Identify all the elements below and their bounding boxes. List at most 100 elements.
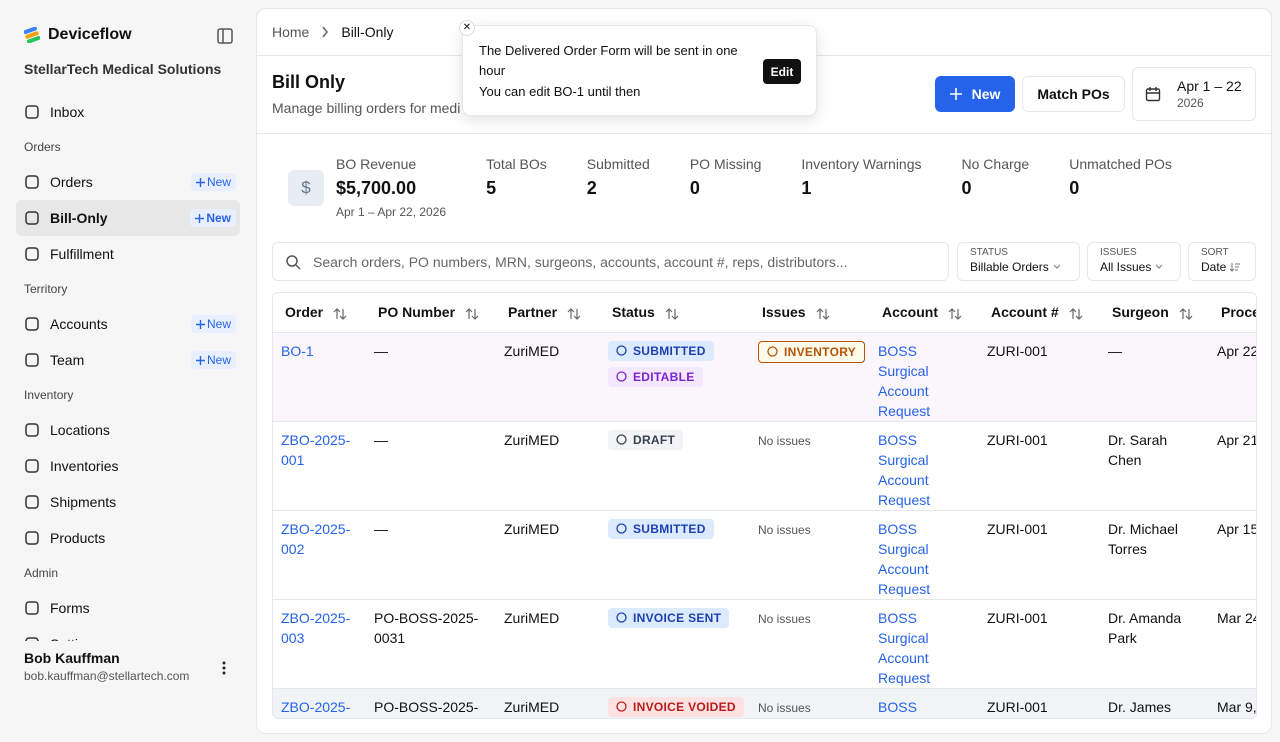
stat-value: 1	[801, 178, 812, 198]
nav-label: Locations	[50, 422, 110, 438]
cell: BO-1	[273, 332, 366, 422]
order-link[interactable]: ZBO-2025-002	[281, 520, 351, 557]
issues-cell: INVENTORY	[750, 332, 870, 422]
account-link[interactable]: BOSS Surgical Account Request	[878, 698, 917, 715]
user-email: bob.kauffman@stellartech.com	[24, 669, 190, 683]
nav-label: Settings	[50, 636, 101, 641]
stat: No Charge 0	[962, 156, 1030, 219]
new-badge[interactable]: New	[190, 351, 236, 369]
badge-label: EDITABLE	[633, 369, 695, 384]
main-panel: Home Bill-Only Bill Only Manage billing o…	[256, 8, 1272, 734]
account-link[interactable]: BOSS Surgical Account Request	[878, 520, 931, 597]
nav-item[interactable]: Inventories	[16, 448, 240, 484]
account-cell: BOSS Surgical Account Request	[870, 421, 979, 511]
surgeon: Dr. Sarah Chen	[1100, 421, 1209, 511]
column-header[interactable]: PO Number	[366, 293, 496, 333]
status-cell: INVOICE SENT	[600, 599, 750, 689]
new-badge[interactable]: New	[190, 315, 236, 333]
page-title: Bill Only	[272, 72, 346, 92]
stat-value: 0	[961, 178, 972, 198]
account-link[interactable]: BOSS Surgical Account Request	[878, 431, 931, 508]
table-row[interactable]: ZBO-2025-002 — ZuriMED SUBMITTED No issues BO…	[273, 510, 1256, 600]
nav-item[interactable]: Bill-Only New	[16, 200, 240, 236]
crumb: Bill-Only	[341, 24, 394, 40]
column-label: Proce	[1221, 304, 1257, 321]
column-header[interactable]: Account #	[979, 293, 1100, 333]
badge-label: INVOICE SENT	[633, 610, 722, 625]
order-link[interactable]: ZBO-2025-003	[281, 609, 351, 646]
account-number: ZURI-001	[979, 332, 1100, 422]
date-range-button[interactable]: Apr 1 – 22 2026	[1132, 67, 1256, 121]
toast-close[interactable]: ✕	[459, 20, 475, 36]
status-cell: SUBMITTED	[600, 510, 750, 600]
nav-item[interactable]: Shipments	[16, 484, 240, 520]
stat-label: No Charge	[961, 156, 1030, 172]
surgeon: —	[1100, 332, 1209, 422]
icon	[24, 636, 40, 641]
surgeon: Dr. Michael Torres	[1100, 510, 1209, 600]
status-cell: INVOICE VOIDED	[600, 688, 750, 718]
filter[interactable]: STATUS Billable Orders	[957, 242, 1080, 281]
nav-item[interactable]: Accounts New	[16, 306, 240, 342]
toast-action[interactable]: Edit	[763, 59, 801, 84]
nav-label: Inbox	[50, 104, 85, 120]
nav-label: Products	[50, 530, 106, 546]
nav-item[interactable]: Products	[16, 520, 240, 556]
account-link[interactable]: BOSS Surgical Account Request	[878, 342, 931, 419]
nav-item[interactable]: Locations	[16, 412, 240, 448]
filter[interactable]: SORT Date	[1188, 242, 1256, 281]
column-header[interactable]: Proce	[1209, 293, 1257, 333]
column-header[interactable]: Order	[273, 293, 366, 333]
search-box[interactable]: Search orders, PO numbers, MRN, surgeons…	[272, 242, 949, 281]
account-cell: BOSS Surgical Account Request	[870, 332, 979, 422]
new-badge[interactable]: New	[190, 173, 236, 191]
order-link[interactable]: BO-1	[281, 342, 314, 359]
account-cell: BOSS Surgical Account Request	[870, 599, 979, 689]
user-name: Bob Kauffman	[24, 650, 120, 666]
order-link[interactable]: ZBO-2025-004	[281, 698, 351, 715]
column-header[interactable]: Issues	[750, 293, 870, 333]
new-badge[interactable]: New	[190, 209, 236, 227]
table-row[interactable]: ZBO-2025-003 PO-BOSS-2025-0031 ZuriMED INVO…	[273, 599, 1256, 689]
table-row[interactable]: BO-1— ZuriMED SUBMITTED EDITABLE INVENTORY BO…	[273, 332, 1256, 422]
user[interactable]: Bob Kauffman bob.kauffman@stellartech.com	[24, 650, 189, 683]
nav-item[interactable]: Fulfillment	[16, 236, 240, 272]
column-header[interactable]: Status	[600, 293, 750, 333]
stat-label: BO Revenue	[336, 156, 417, 172]
button-label: New	[971, 86, 1001, 102]
new-button[interactable]: New	[935, 76, 1015, 112]
nav-label: Bill-Only	[50, 210, 108, 226]
toast: ✕ The Delivered Order Form will be sent …	[459, 20, 817, 116]
match-pos-button[interactable]: Match POs	[1022, 76, 1125, 112]
filter-value-row: Date	[1201, 260, 1243, 274]
nav-label: Shipments	[50, 494, 117, 510]
status-badge: EDITABLE	[608, 366, 703, 387]
nav-item[interactable]: Orders New	[16, 164, 240, 200]
search-icon	[286, 254, 301, 270]
brand[interactable]: Deviceflow	[24, 26, 132, 44]
order-link[interactable]: ZBO-2025-001	[281, 431, 351, 468]
account-link[interactable]: BOSS Surgical Account Request	[878, 609, 931, 686]
column-header[interactable]: Surgeon	[1100, 293, 1209, 333]
filter[interactable]: ISSUES All Issues	[1087, 242, 1181, 281]
crumb[interactable]: Home	[272, 24, 310, 40]
status-badge: INVOICE VOIDED	[608, 696, 744, 717]
filter-value: Billable Orders	[970, 260, 1049, 274]
table-row[interactable]: ZBO-2025-004 PO-BOSS-2025-0019ZuriMED INVO…	[273, 688, 1256, 718]
nav-item[interactable]: Team New	[16, 342, 240, 378]
column-label: Surgeon	[1112, 304, 1169, 321]
nav-item[interactable]: Inbox	[16, 94, 240, 130]
no-issues: No issues	[758, 611, 811, 626]
column-header[interactable]: Account	[870, 293, 979, 333]
collapse-button[interactable]	[217, 28, 233, 44]
table-row[interactable]: ZBO-2025-001 — ZuriMED DRAFT No issues BOSS S…	[273, 421, 1256, 511]
account-number: ZURI-001	[979, 510, 1100, 600]
column-label: Order	[285, 304, 324, 321]
nav-item[interactable]: Settings	[16, 626, 240, 641]
nav-section: Orders	[24, 140, 61, 154]
user-menu[interactable]	[220, 660, 228, 676]
nav-section: Admin	[24, 566, 59, 580]
no-issues: No issues	[758, 433, 811, 448]
nav-item[interactable]: Forms	[16, 590, 240, 626]
column-header[interactable]: Partner	[496, 293, 600, 333]
